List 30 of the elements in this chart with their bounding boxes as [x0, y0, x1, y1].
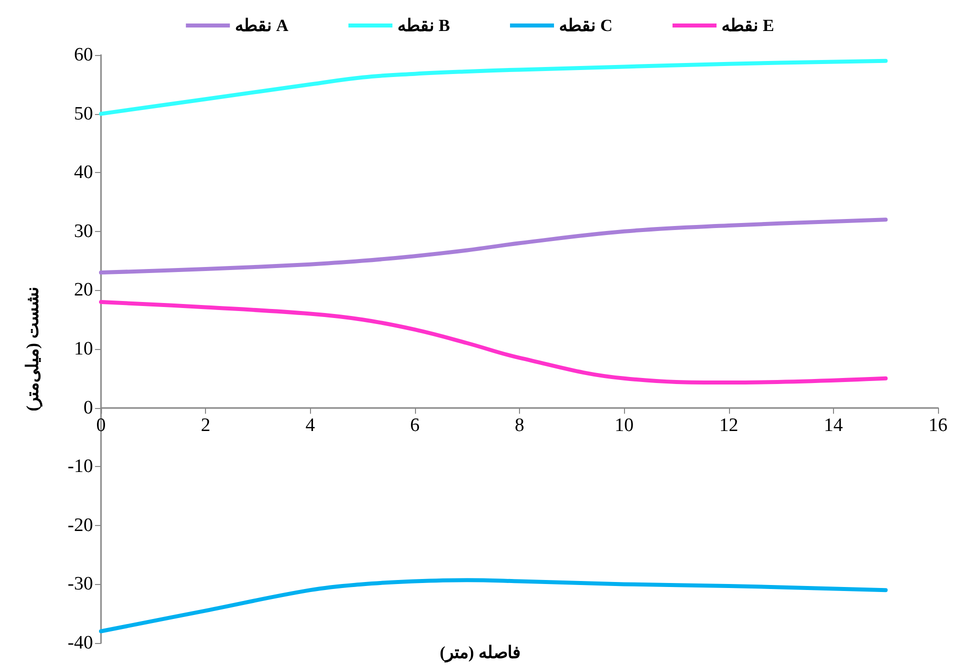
x-axis-title: فاصله (متر) [440, 643, 520, 663]
x-tick-label: 0 [96, 414, 106, 436]
y-tick-label: 40 [74, 162, 93, 184]
y-tick-label: -20 [68, 514, 93, 536]
legend-label: نقطه A [234, 16, 290, 35]
x-tick-label: 4 [306, 414, 316, 436]
y-tick-label: 30 [74, 220, 93, 242]
x-tick-label: 14 [824, 414, 844, 436]
y-tick-label: 10 [74, 338, 93, 360]
y-tick-label: 0 [84, 397, 93, 418]
line-series [99, 218, 888, 275]
y-tick-label: -10 [68, 456, 93, 478]
line-series [99, 300, 888, 385]
legend-label: نقطه B [397, 16, 450, 35]
y-tick-label: -40 [68, 632, 93, 654]
y-tick-label: -30 [68, 574, 93, 595]
x-tick-label: 8 [514, 414, 524, 436]
line-series [99, 58, 888, 116]
x-tick-label: 16 [928, 414, 948, 436]
y-tick-label: 60 [74, 44, 93, 66]
legend-label: نقطه C [559, 16, 613, 35]
x-tick-label: 10 [614, 414, 634, 436]
legend-label: نقطه E [722, 16, 774, 35]
line-series [99, 578, 888, 634]
x-tick-label: 2 [200, 414, 210, 436]
y-tick-label: 50 [74, 103, 93, 124]
x-tick-label: 6 [410, 414, 420, 436]
y-tick-label: 20 [74, 280, 93, 301]
x-tick-label: 12 [719, 414, 738, 436]
y-axis-title: نشست (میلی‌متر) [23, 286, 43, 412]
